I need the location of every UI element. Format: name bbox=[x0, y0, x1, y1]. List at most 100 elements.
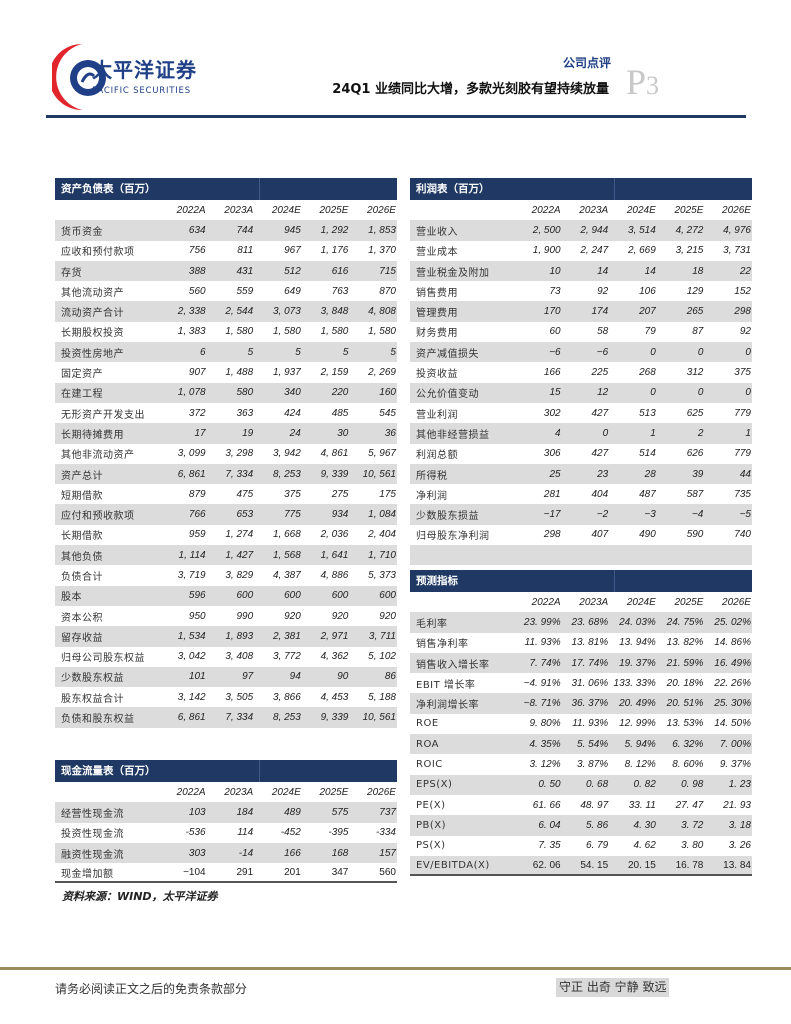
row-value: 4, 362 bbox=[320, 651, 349, 663]
row-label: 应付和预收款项 bbox=[61, 511, 135, 523]
row-value: 1, 937 bbox=[272, 367, 301, 379]
year-header: 2025E bbox=[674, 204, 704, 216]
row-value: 24 bbox=[289, 427, 301, 439]
row-value: 375 bbox=[284, 488, 301, 500]
row-value: 6. 04 bbox=[538, 819, 561, 831]
row-label: EPS(X) bbox=[416, 779, 453, 791]
row-value: 16. 78 bbox=[675, 859, 704, 871]
row-value: 13. 84 bbox=[723, 859, 751, 871]
row-value: 2, 159 bbox=[320, 367, 349, 379]
year-header-row: 2022A 2023A 2024E 2025E 2026E bbox=[55, 782, 397, 802]
table-title: 预测指标 bbox=[410, 570, 752, 592]
row-value: 600 bbox=[284, 590, 301, 602]
row-value: 600 bbox=[331, 590, 349, 602]
table-row: 投资收益 166 225 268 312 375 bbox=[410, 362, 752, 382]
row-value: 616 bbox=[331, 265, 349, 277]
row-value: 945 bbox=[284, 224, 301, 236]
row-value: 4, 886 bbox=[320, 569, 349, 581]
row-value: 5 bbox=[247, 346, 254, 358]
row-value: 3. 18 bbox=[728, 819, 751, 831]
row-value: 39 bbox=[692, 468, 704, 480]
row-value: 7. 00% bbox=[719, 738, 751, 750]
table-row: 资产减值损失 −6 −6 0 0 0 bbox=[410, 342, 752, 363]
row-value: 175 bbox=[379, 488, 396, 500]
row-value: 404 bbox=[591, 488, 609, 500]
row-value: 8, 253 bbox=[272, 712, 301, 724]
row-value: 4. 35% bbox=[529, 738, 561, 750]
row-value: 990 bbox=[236, 610, 254, 622]
row-value: 0 bbox=[745, 387, 751, 399]
row-value: 9. 37% bbox=[719, 759, 751, 771]
row-value: 27. 47 bbox=[675, 799, 704, 811]
table-row: 少数股东权益 101 97 94 90 86 bbox=[55, 666, 397, 688]
table-row: EPS(X) 0. 50 0. 68 0. 82 0. 98 1. 23 bbox=[410, 774, 752, 795]
row-value: 16. 49% bbox=[714, 657, 751, 669]
row-value: 590 bbox=[686, 529, 704, 541]
row-value: 5 bbox=[390, 346, 396, 358]
row-value: 0 bbox=[650, 346, 656, 358]
row-value: 207 bbox=[639, 306, 656, 318]
row-value: 2, 381 bbox=[272, 630, 301, 642]
row-value: 306 bbox=[543, 448, 561, 460]
row-value: 0. 68 bbox=[585, 779, 609, 791]
row-value: 560 bbox=[188, 285, 206, 297]
table-row: 留存收益 1, 534 1, 893 2, 381 2, 971 3, 711 bbox=[55, 626, 397, 647]
row-value: 1, 292 bbox=[320, 224, 349, 236]
row-value: 302 bbox=[543, 407, 561, 419]
row-value: 3, 514 bbox=[627, 224, 656, 236]
row-value: 8. 12% bbox=[624, 759, 656, 771]
row-value: 372 bbox=[188, 407, 206, 419]
year-header: 2026E bbox=[367, 786, 396, 798]
row-label: 负债合计 bbox=[61, 571, 103, 583]
table-row: ROA 4. 35% 5. 54% 5. 94% 6. 32% 7. 00% bbox=[410, 734, 752, 755]
row-value: 0. 82 bbox=[633, 779, 656, 791]
row-value: −4 bbox=[691, 509, 704, 521]
table-row: 销售收入增长率 7. 74% 17. 74% 19. 37% 21. 59% 16. 49… bbox=[410, 652, 752, 674]
year-header: 2024E bbox=[271, 204, 301, 216]
row-value: 427 bbox=[591, 448, 609, 460]
row-value: 170 bbox=[543, 306, 561, 318]
table-row: PE(X) 61. 66 48. 97 33. 11 27. 47 21. 93 bbox=[410, 795, 752, 815]
row-value: 25. 02% bbox=[714, 616, 751, 628]
table-row: 货币资金 634 744 945 1, 292 1, 853 bbox=[55, 220, 397, 241]
row-value: 281 bbox=[543, 488, 561, 500]
row-value: 5 bbox=[295, 346, 301, 358]
row-value: 490 bbox=[639, 529, 656, 541]
row-value: 1. 23 bbox=[728, 779, 751, 791]
row-label: 存货 bbox=[61, 267, 82, 279]
row-value: 1, 568 bbox=[272, 549, 301, 561]
row-value: 3. 87% bbox=[577, 759, 609, 771]
row-value: 33. 11 bbox=[628, 799, 656, 811]
row-value: 424 bbox=[284, 407, 301, 419]
row-value: 25 bbox=[549, 468, 561, 480]
row-value: 967 bbox=[284, 245, 301, 257]
pacific-securities-logo-icon bbox=[52, 44, 106, 110]
row-value: 3, 848 bbox=[320, 306, 349, 318]
row-label: 归母股东净利润 bbox=[416, 531, 490, 543]
table-row: 少数股东损益 −17 −2 −3 −4 −5 bbox=[410, 504, 752, 525]
row-value: 298 bbox=[543, 529, 561, 541]
row-value: 431 bbox=[236, 265, 254, 277]
row-value: 7. 35 bbox=[538, 840, 561, 852]
year-header-row: 2022A 2023A 2024E 2025E 2026E bbox=[410, 200, 752, 220]
row-value: 907 bbox=[188, 367, 206, 379]
header-divider bbox=[46, 115, 746, 118]
row-value: 303 bbox=[188, 847, 206, 859]
row-label: 投资性现金流 bbox=[61, 829, 124, 841]
table-row: 应付和预收款项 766 653 775 934 1, 084 bbox=[55, 504, 397, 525]
row-label: 留存收益 bbox=[61, 632, 103, 644]
row-value: 0 bbox=[745, 346, 751, 358]
row-value: 87 bbox=[692, 326, 704, 338]
table-row: 净利润 281 404 487 587 735 bbox=[410, 484, 752, 504]
row-value: 10, 561 bbox=[362, 712, 396, 724]
row-label: 少数股东损益 bbox=[416, 511, 479, 523]
row-value: 28 bbox=[644, 468, 656, 480]
table-row: 固定资产 907 1, 488 1, 937 2, 159 2, 269 bbox=[55, 362, 397, 382]
row-value: 22 bbox=[739, 265, 751, 277]
row-value: 340 bbox=[284, 387, 301, 399]
row-value: 7. 74% bbox=[529, 657, 561, 669]
row-value: 13. 53% bbox=[666, 718, 704, 730]
row-value: 106 bbox=[639, 285, 656, 297]
row-value: 2, 944 bbox=[580, 224, 609, 236]
row-value: 20. 49% bbox=[619, 698, 656, 710]
